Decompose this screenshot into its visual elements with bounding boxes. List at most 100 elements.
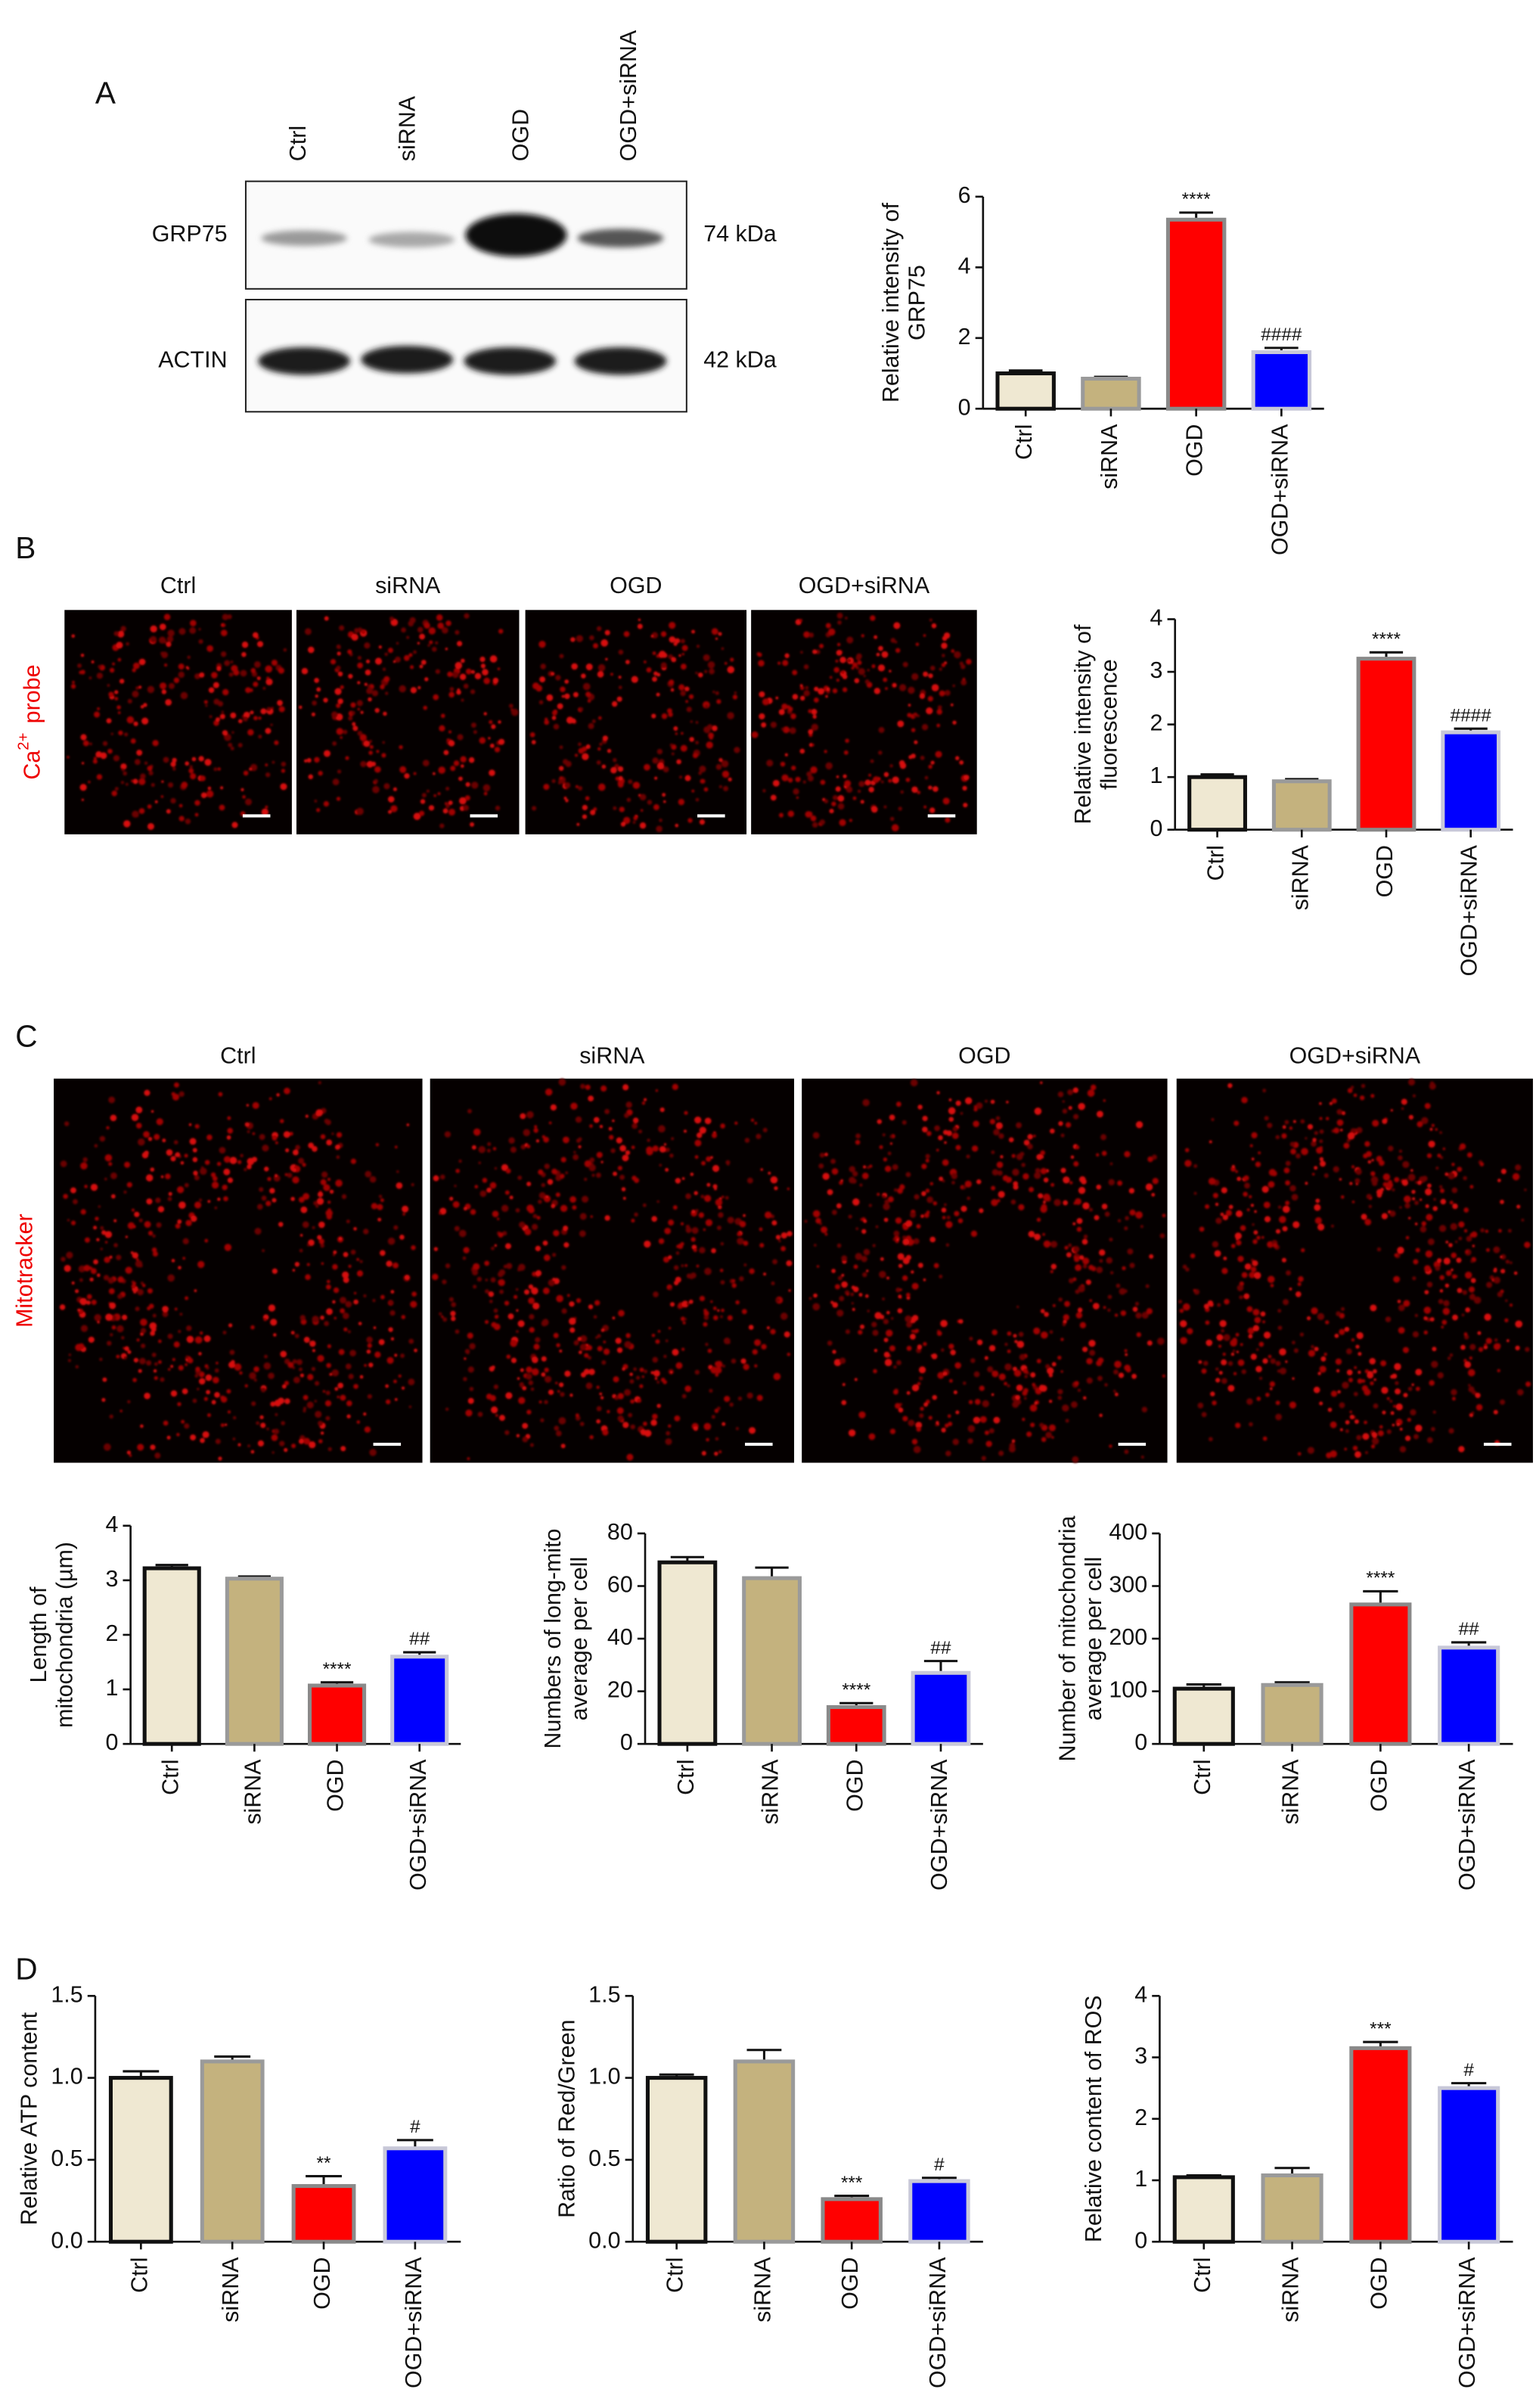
- dot: [218, 1092, 223, 1097]
- dot: [863, 1248, 870, 1256]
- dot: [928, 785, 932, 790]
- dot: [1497, 1369, 1500, 1372]
- dot: [1314, 1347, 1319, 1352]
- dot: [270, 1401, 276, 1407]
- dot: [208, 687, 215, 694]
- dot: [1439, 1185, 1443, 1188]
- dot: [863, 674, 866, 678]
- dot: [165, 699, 172, 706]
- dot: [98, 665, 101, 669]
- dot: [1393, 1275, 1401, 1283]
- dot: [576, 1297, 582, 1303]
- dot: [715, 691, 719, 695]
- dot: [743, 1263, 747, 1266]
- dot: [1089, 1299, 1093, 1303]
- dot: [693, 1426, 699, 1431]
- dot: [777, 661, 781, 665]
- dot: [538, 1400, 542, 1404]
- dot: [831, 1269, 836, 1273]
- dot: [250, 668, 256, 673]
- dot: [498, 720, 501, 724]
- dot: [193, 1170, 198, 1176]
- dot: [827, 1188, 833, 1195]
- dot: [858, 781, 865, 788]
- dot: [215, 717, 220, 722]
- dot: [252, 632, 259, 639]
- dot: [684, 1385, 691, 1392]
- dot: [1424, 1103, 1431, 1109]
- dot: [314, 800, 318, 803]
- dot: [1007, 1349, 1011, 1353]
- dot: [1412, 1197, 1416, 1201]
- dot: [1354, 1178, 1361, 1184]
- dot: [837, 803, 845, 810]
- dot: [252, 1132, 256, 1136]
- dot: [895, 648, 901, 654]
- dot: [318, 1439, 323, 1443]
- dot: [1230, 1352, 1235, 1356]
- dot: [619, 1145, 626, 1152]
- dot: [1323, 1173, 1329, 1178]
- dot: [1493, 1409, 1498, 1415]
- dot: [1086, 1357, 1093, 1365]
- dot: [588, 1356, 592, 1360]
- dot: [138, 685, 142, 689]
- dot: [1510, 1261, 1513, 1264]
- dot: [1376, 1192, 1382, 1198]
- dot: [625, 1101, 632, 1108]
- dot: [321, 1171, 328, 1178]
- dot: [1114, 1392, 1119, 1397]
- dot: [177, 1219, 182, 1224]
- y-tick-label: 4: [105, 1512, 118, 1537]
- dot: [1336, 1119, 1344, 1126]
- dot: [703, 1422, 712, 1431]
- dot: [808, 1297, 812, 1300]
- dot: [681, 653, 684, 656]
- dot: [162, 1306, 169, 1313]
- dot: [455, 1329, 460, 1334]
- dot: [874, 1348, 878, 1353]
- dot: [936, 1331, 942, 1336]
- dot: [1069, 1278, 1074, 1284]
- dot: [454, 1226, 460, 1232]
- dot: [211, 1181, 219, 1189]
- dot: [238, 719, 243, 724]
- dot: [508, 1137, 515, 1144]
- dot: [469, 1343, 476, 1350]
- dot: [339, 625, 345, 631]
- dot: [893, 1188, 898, 1192]
- dot: [440, 713, 445, 719]
- dot: [461, 658, 465, 663]
- dot: [260, 1422, 266, 1428]
- dot: [1262, 1089, 1267, 1092]
- dot: [911, 728, 916, 732]
- dot: [911, 753, 916, 759]
- blot-protein: GRP75: [152, 221, 228, 247]
- dot: [1353, 1093, 1358, 1098]
- dot: [604, 1215, 610, 1221]
- dot: [498, 1232, 504, 1238]
- dot: [144, 1392, 150, 1400]
- dot: [102, 741, 108, 746]
- dot: [366, 1336, 373, 1344]
- dot: [1301, 1148, 1308, 1155]
- dot: [750, 1118, 755, 1122]
- dot: [813, 697, 819, 703]
- dot: [341, 1194, 347, 1199]
- dot: [289, 1132, 293, 1136]
- dot: [955, 1145, 961, 1151]
- dot: [1050, 1128, 1055, 1134]
- dot: [673, 642, 678, 646]
- dot: [629, 1379, 635, 1384]
- dot: [923, 634, 926, 637]
- dot: [1094, 1215, 1100, 1221]
- dot: [394, 1353, 398, 1357]
- dot: [632, 781, 641, 789]
- dot: [931, 1353, 938, 1359]
- dot: [347, 1330, 351, 1334]
- dot: [616, 696, 622, 702]
- x-tick-label: Ctrl: [662, 2257, 688, 2293]
- dot: [103, 1275, 110, 1281]
- dot: [1070, 1155, 1075, 1159]
- dot: [1082, 1396, 1087, 1400]
